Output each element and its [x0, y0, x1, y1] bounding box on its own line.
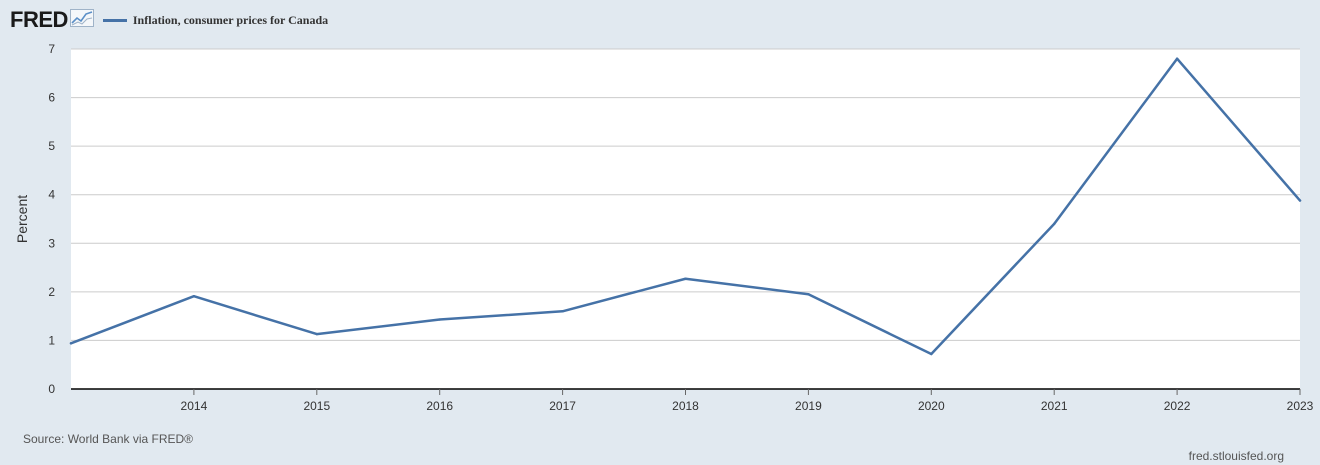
y-tick-label: 5 — [48, 139, 55, 153]
data-point — [684, 277, 687, 280]
y-tick-label: 7 — [48, 42, 55, 56]
legend-label: Inflation, consumer prices for Canada — [132, 12, 329, 27]
legend-swatch — [102, 18, 127, 22]
source-note: Source: World Bank via FRED® — [23, 432, 194, 446]
y-tick-label: 4 — [48, 188, 55, 202]
chart-header: FRED Inflation, consumer prices for Cana… — [10, 6, 328, 34]
site-url: fred.stlouisfed.org — [1188, 449, 1284, 463]
x-tick-label: 2016 — [426, 399, 453, 413]
y-tick-label: 2 — [48, 285, 55, 299]
x-tick-label: 2014 — [181, 399, 208, 413]
plot-area — [71, 49, 1300, 389]
x-tick-label: 2018 — [672, 399, 699, 413]
x-tick-label: 2019 — [795, 399, 822, 413]
x-tick-label: 2015 — [303, 399, 330, 413]
y-axis-label: Percent — [14, 195, 30, 243]
y-tick-label: 3 — [48, 236, 55, 250]
data-point — [69, 342, 73, 345]
data-point — [315, 332, 318, 336]
legend: Inflation, consumer prices for Canada — [102, 12, 329, 28]
y-tick-label: 1 — [48, 333, 55, 347]
line-graph-icon — [69, 8, 94, 32]
data-point — [807, 293, 810, 296]
x-tick-label: 2020 — [918, 399, 945, 413]
data-point — [930, 352, 933, 356]
fred-logo: FRED — [10, 7, 68, 32]
data-point — [438, 318, 441, 321]
data-point — [561, 310, 564, 313]
data-point — [1175, 57, 1179, 60]
x-tick-label: 2022 — [1164, 399, 1191, 413]
y-tick-label: 6 — [48, 91, 55, 105]
y-tick-label: 0 — [48, 382, 55, 396]
x-tick-label: 2023 — [1287, 399, 1314, 413]
data-point — [1053, 222, 1056, 226]
data-point — [192, 295, 196, 298]
x-tick-label: 2017 — [549, 399, 576, 413]
x-tick-label: 2021 — [1041, 399, 1068, 413]
data-point — [1298, 199, 1302, 202]
